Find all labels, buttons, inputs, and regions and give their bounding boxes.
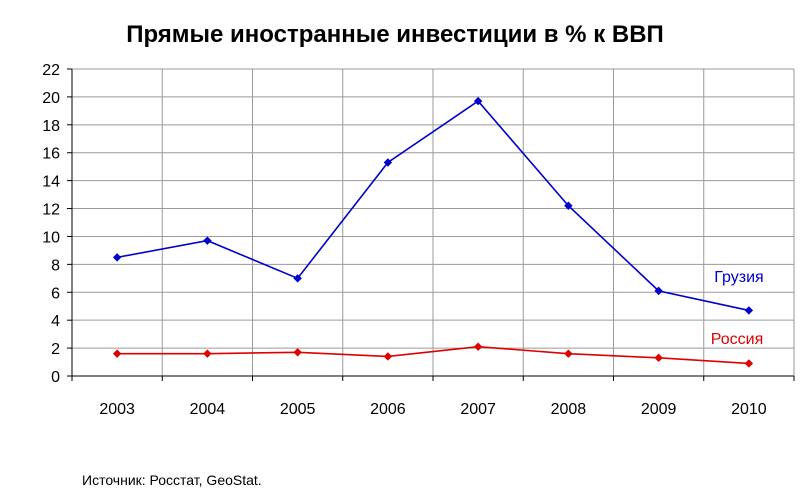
data-point: [293, 274, 302, 283]
data-point: [112, 349, 122, 358]
grid: [72, 68, 795, 376]
data-point: [744, 359, 754, 368]
series-label-georgia: Грузия: [714, 269, 763, 286]
data-point: [654, 286, 663, 296]
x-tick-label: 2010: [731, 401, 767, 418]
axes: [67, 68, 795, 381]
x-tick-label: 2009: [641, 401, 677, 418]
y-tick-label: 2: [51, 341, 60, 358]
data-point: [473, 342, 483, 351]
data-point: [473, 96, 483, 106]
data-point: [203, 236, 212, 245]
x-tick-label: 2005: [280, 401, 316, 418]
series-line: [117, 345, 749, 365]
series-group: [112, 96, 754, 368]
x-tick-label: 2007: [460, 401, 496, 418]
y-tick-label: 10: [42, 229, 60, 246]
data-point: [383, 352, 393, 361]
data-point: [564, 201, 573, 210]
x-tick-label: 2003: [99, 401, 135, 418]
data-point: [564, 349, 573, 358]
data-point: [744, 306, 754, 315]
y-tick-label: 6: [51, 285, 60, 302]
y-tick-label: 22: [42, 62, 60, 79]
data-point: [383, 158, 393, 167]
data-point: [654, 353, 663, 363]
y-tick-label: 4: [51, 313, 60, 330]
x-tick-label: 2004: [190, 401, 226, 418]
series-line: [116, 100, 750, 312]
chart-title: Прямые иностранные инвестиции в % к ВВП: [126, 21, 664, 48]
y-tick-label: 20: [42, 90, 60, 107]
y-tick-label: 8: [51, 257, 60, 274]
data-point: [112, 253, 122, 262]
y-tick-label: 14: [42, 174, 60, 191]
y-tick-label: 0: [51, 369, 60, 386]
x-axis-ticks: 2003 2004 2005 2006 2007 2008 2009 2010: [99, 401, 766, 418]
series-russia: [112, 342, 754, 368]
x-tick-label: 2006: [370, 401, 406, 418]
source-note: Источник: Росстат, GeoStat.: [82, 472, 262, 488]
data-point: [293, 348, 302, 357]
data-point: [203, 349, 212, 358]
series-georgia: [112, 96, 754, 315]
y-axis-ticks: 0 2 4 6 8 10 12 14 16 18 20 22: [42, 62, 60, 386]
x-tick-label: 2008: [551, 401, 587, 418]
y-tick-label: 18: [42, 118, 60, 135]
series-label-russia: Россия: [711, 331, 763, 348]
y-tick-label: 16: [42, 146, 60, 163]
y-tick-label: 12: [42, 202, 60, 219]
